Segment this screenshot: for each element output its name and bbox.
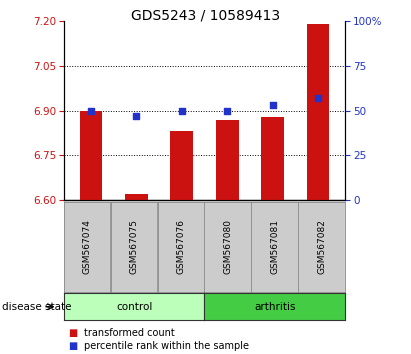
Point [178, 108, 185, 113]
Text: transformed count: transformed count [84, 329, 175, 338]
Text: arthritis: arthritis [254, 302, 296, 312]
Text: ■: ■ [68, 329, 77, 338]
Point [88, 108, 94, 113]
Point [315, 95, 321, 101]
Text: GSM567076: GSM567076 [176, 219, 185, 274]
Bar [261, 116, 284, 200]
Text: GDS5243 / 10589413: GDS5243 / 10589413 [131, 9, 280, 23]
Bar [171, 131, 193, 200]
Text: GSM567082: GSM567082 [317, 219, 326, 274]
Text: disease state: disease state [2, 302, 72, 312]
Text: ■: ■ [68, 341, 77, 351]
Bar [216, 120, 238, 200]
Text: control: control [116, 302, 152, 312]
Text: GSM567081: GSM567081 [270, 219, 279, 274]
Bar [125, 194, 148, 200]
Text: GSM567080: GSM567080 [223, 219, 232, 274]
Point [133, 113, 140, 119]
Text: GSM567075: GSM567075 [129, 219, 139, 274]
Bar [80, 110, 102, 200]
Text: GSM567074: GSM567074 [83, 219, 92, 274]
Text: percentile rank within the sample: percentile rank within the sample [84, 341, 249, 351]
Point [269, 102, 276, 108]
Bar [307, 24, 329, 200]
Point [224, 108, 231, 113]
